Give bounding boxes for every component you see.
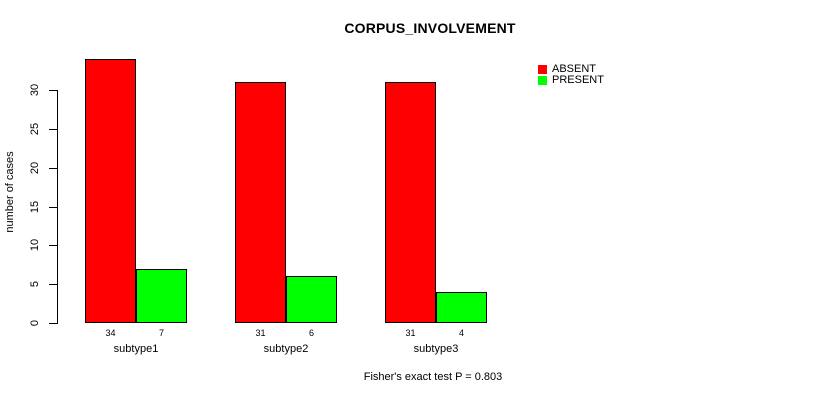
legend: ABSENT PRESENT	[538, 64, 604, 86]
annotation-text: Fisher's exact test P = 0.803	[363, 371, 503, 383]
y-axis-tick	[49, 168, 57, 169]
bar-value-label: 7	[158, 328, 164, 338]
bar-value-label: 6	[308, 328, 314, 338]
legend-label: ABSENT	[552, 63, 597, 75]
chart-title: CORPUS_INVOLVEMENT	[344, 20, 516, 36]
y-axis-tick	[49, 284, 57, 285]
category-label-subtype2: subtype2	[263, 343, 309, 355]
bar-value-label: 34	[105, 328, 116, 338]
y-axis-tick-label: 30	[29, 83, 41, 97]
bar-value-label: 31	[255, 328, 266, 338]
bar-value-label: 4	[458, 328, 464, 338]
y-axis-tick	[49, 245, 57, 246]
y-axis-tick	[49, 323, 57, 324]
bar-absent-subtype2	[235, 82, 286, 323]
y-axis-label: number of cases	[4, 151, 16, 233]
y-axis-tick	[49, 90, 57, 91]
y-axis-tick-label: 5	[29, 280, 41, 288]
y-axis-tick-label: 15	[29, 200, 41, 214]
bar-absent-subtype3	[385, 82, 436, 323]
legend-swatch-absent	[538, 64, 547, 74]
y-axis-tick-label: 25	[29, 122, 41, 136]
legend-item-absent: ABSENT	[538, 63, 604, 75]
bar-present-subtype1	[136, 269, 187, 323]
category-label-subtype1: subtype1	[113, 343, 159, 355]
y-axis-tick	[49, 207, 57, 208]
legend-item-present: PRESENT	[538, 74, 604, 86]
y-axis-tick-label: 10	[29, 238, 41, 252]
y-axis-tick	[49, 129, 57, 130]
bar-value-label: 31	[405, 328, 416, 338]
bar-present-subtype3	[436, 292, 487, 323]
category-label-subtype3: subtype3	[413, 343, 459, 355]
y-axis-tick-label: 20	[29, 161, 41, 175]
bar-absent-subtype1	[85, 59, 136, 323]
y-axis-line	[57, 90, 58, 324]
bar-present-subtype2	[286, 276, 337, 323]
legend-label: PRESENT	[552, 74, 604, 86]
y-axis-tick-label: 0	[29, 319, 41, 327]
legend-swatch-present	[538, 75, 547, 85]
